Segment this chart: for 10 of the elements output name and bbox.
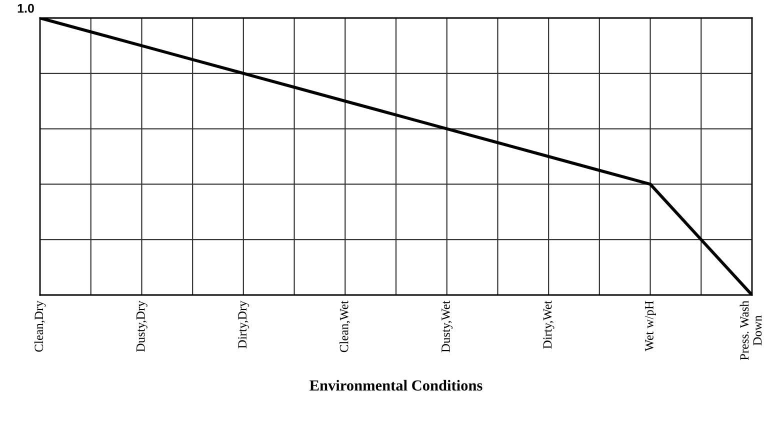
x-tick-label: Wet w/pH [645, 300, 656, 352]
x-tick-label: Dirty,Wet [543, 300, 554, 349]
x-tick-label: Dusty,Wet [442, 300, 453, 352]
x-axis-title: Environmental Conditions [310, 380, 482, 391]
x-tick-label: Dusty,Dry [136, 300, 148, 352]
x-tick-label: Press. Wash Down [740, 300, 762, 360]
x-tick-label: Dirty,Dry [238, 300, 250, 348]
x-tick-label: Clean,Wet [339, 300, 350, 352]
x-tick-label: Clean,Dry [34, 300, 46, 352]
annotation: 1.0 [18, 4, 34, 13]
